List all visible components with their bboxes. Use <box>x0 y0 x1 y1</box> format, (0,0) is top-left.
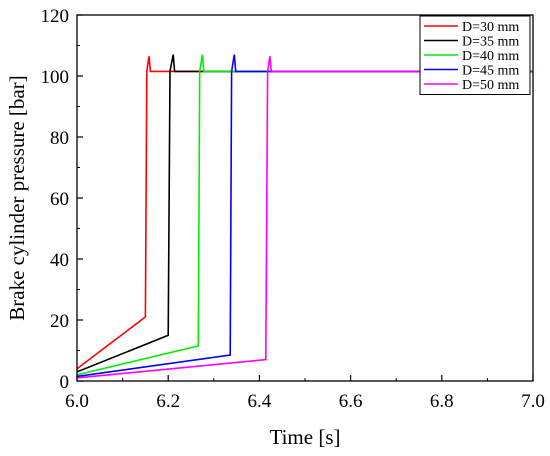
legend-label: D=50 mm <box>462 78 519 93</box>
series-line-2 <box>76 54 533 373</box>
x-tick-label: 6.4 <box>248 391 272 412</box>
series-line-4 <box>76 54 533 378</box>
y-axis-title: Brake cylinder pressure [bar] <box>5 75 29 320</box>
y-tick-label: 100 <box>41 67 70 88</box>
legend-label: D=45 mm <box>462 64 519 79</box>
series-layer <box>76 54 533 379</box>
series-line-1 <box>76 56 533 370</box>
series-line-5 <box>76 56 533 379</box>
y-tick-label: 0 <box>60 372 70 393</box>
y-tick-label: 120 <box>41 6 70 27</box>
legend-label: D=30 mm <box>462 20 519 35</box>
legend-label: D=35 mm <box>462 35 519 50</box>
legend: D=30 mmD=35 mmD=40 mmD=45 mmD=50 mm <box>419 15 531 95</box>
axes-layer: 6.0 6.2 6.4 6.6 6.8 7.0 0 20 40 60 80 100 120 <box>41 6 545 412</box>
series-line-3 <box>76 54 533 376</box>
x-tick-label: 6.2 <box>156 391 180 412</box>
y-tick-label: 80 <box>50 128 69 149</box>
y-tick-label: 20 <box>50 311 69 332</box>
x-tick-label: 7.0 <box>521 391 545 412</box>
y-tick-label: 40 <box>50 250 69 271</box>
x-tick-label: 6.6 <box>339 391 363 412</box>
x-tick-label: 6.8 <box>430 391 454 412</box>
x-tick-label: 6.0 <box>65 391 89 412</box>
legend-label: D=40 mm <box>462 49 519 64</box>
y-tick-label: 60 <box>50 189 69 210</box>
x-axis-title: Time [s] <box>270 425 341 449</box>
